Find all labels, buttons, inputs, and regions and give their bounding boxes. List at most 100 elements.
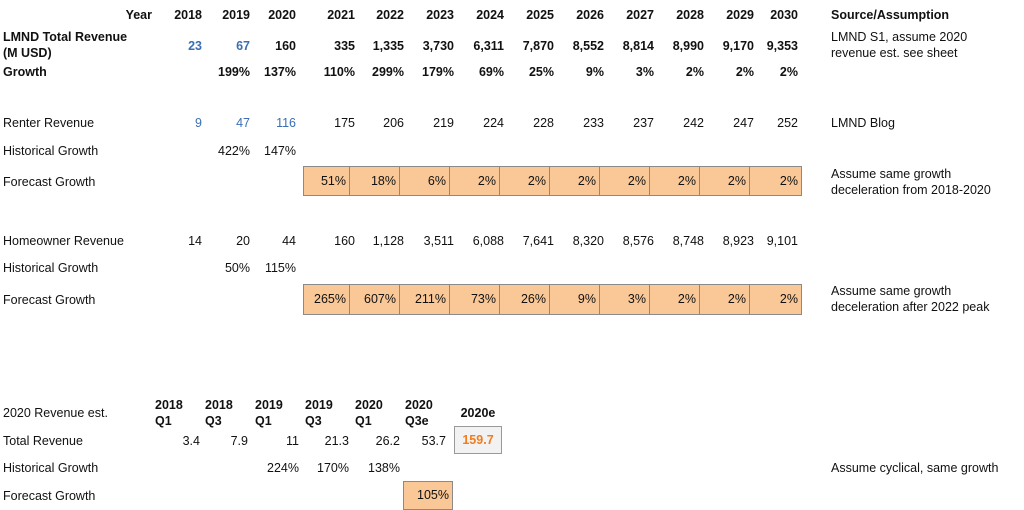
year-header-cell: 2026: [576, 8, 604, 22]
year-header-cell: 2028: [676, 8, 704, 22]
total-growth-cell: 2%: [735, 65, 754, 79]
estimate-historical-growth-label: Historical Growth: [3, 461, 99, 475]
quarter-label: Q1: [255, 414, 272, 428]
homeowner-revenue-cell: 44: [282, 234, 296, 248]
renter-revenue-cell: 219: [433, 116, 454, 130]
year-header-cell: 2024: [476, 8, 504, 22]
renter-forecast-growth-cell: 2%: [500, 166, 550, 196]
homeowner-forecast-growth-cell: 2%: [750, 284, 802, 315]
renter-forecast-growth-label: Forecast Growth: [3, 175, 96, 189]
year-header-label: Year: [125, 8, 152, 22]
renter-source: LMND Blog: [831, 116, 895, 130]
total-revenue-cell: 6,311: [473, 39, 504, 53]
renter-revenue-cell: 9: [195, 116, 202, 130]
homeowner-forecast-growth-cell: 607%: [350, 284, 400, 315]
quarter-year-label: 2020: [355, 398, 383, 412]
estimate-total-label: Total Revenue: [3, 434, 83, 448]
renter-forecast-growth-row: 51% 18% 6% 2% 2% 2% 2% 2% 2% 2%: [303, 166, 802, 196]
total-growth-cell: 69%: [478, 65, 504, 79]
total-revenue-cell: 1,335: [372, 39, 404, 53]
homeowner-forecast-growth-cell: 211%: [400, 284, 450, 315]
homeowner-revenue-cell: 9,101: [766, 234, 798, 248]
total-growth-cell: 9%: [585, 65, 604, 79]
total-revenue-cell: 67: [236, 39, 250, 53]
renter-forecast-growth-cell: 2%: [750, 166, 802, 196]
total-revenue-cell: 3,730: [422, 39, 454, 53]
total-revenue-cell: 8,814: [622, 39, 654, 53]
estimate-historical-growth-cell: 224%: [267, 461, 299, 475]
renter-forecast-growth-cell: 18%: [350, 166, 400, 196]
year-header-cell: 2022: [376, 8, 404, 22]
homeowner-forecast-growth-cell: 2%: [700, 284, 750, 315]
total-source-line2: revenue est. see sheet: [831, 46, 958, 60]
estimate-total-cell: 26.2: [375, 434, 400, 448]
homeowner-revenue-cell: 160: [334, 234, 355, 248]
homeowner-historical-growth-cell: 115%: [264, 261, 296, 275]
homeowner-revenue-cell: 6,088: [472, 234, 504, 248]
homeowner-forecast-growth-cell: 26%: [500, 284, 550, 315]
renter-note-line1: Assume same growth: [831, 167, 952, 181]
year-header-cell: 2030: [770, 8, 798, 22]
source-header-label: Source/Assumption: [831, 8, 950, 22]
total-revenue-cell: 8,990: [672, 39, 704, 53]
year-header-cell: 2023: [426, 8, 454, 22]
renter-revenue-cell: 242: [683, 116, 704, 130]
renter-revenue-cell: 228: [533, 116, 554, 130]
renter-revenue-cell: 224: [483, 116, 504, 130]
total-growth-cell: 179%: [422, 65, 454, 79]
renter-forecast-growth-cell: 2%: [650, 166, 700, 196]
renter-revenue-cell: 237: [633, 116, 654, 130]
homeowner-forecast-growth-cell: 265%: [303, 284, 350, 315]
homeowner-revenue-cell: 3,511: [423, 234, 454, 248]
estimate-year-header: 2020e: [460, 406, 496, 420]
homeowner-revenue-label: Homeowner Revenue: [3, 234, 124, 248]
quarter-year-label: 2019: [255, 398, 283, 412]
year-header-cell: 2027: [626, 8, 654, 22]
quarter-year-label: 2019: [305, 398, 333, 412]
renter-forecast-growth-cell: 6%: [400, 166, 450, 196]
quarter-label: Q1: [355, 414, 372, 428]
homeowner-revenue-cell: 1,128: [372, 234, 404, 248]
homeowner-forecast-growth-cell: 2%: [650, 284, 700, 315]
renter-forecast-growth-cell: 2%: [600, 166, 650, 196]
homeowner-revenue-cell: 8,320: [572, 234, 604, 248]
total-revenue-cell: 7,870: [522, 39, 554, 53]
renter-revenue-label: Renter Revenue: [3, 116, 95, 130]
total-revenue-unit: (M USD): [3, 46, 52, 60]
year-header-cell: 2019: [222, 8, 250, 22]
total-growth-cell: 2%: [685, 65, 704, 79]
homeowner-note-line2: deceleration after 2022 peak: [831, 300, 990, 314]
renter-historical-growth-cell: 422%: [218, 144, 250, 158]
total-growth-cell: 199%: [218, 65, 250, 79]
homeowner-forecast-growth-cell: 3%: [600, 284, 650, 315]
total-source-line1: LMND S1, assume 2020: [831, 30, 968, 44]
total-revenue-label: LMND Total Revenue: [3, 30, 128, 44]
homeowner-forecast-growth-cell: 9%: [550, 284, 600, 315]
total-revenue-cell: 23: [188, 39, 202, 53]
year-header-cell: 2029: [726, 8, 754, 22]
homeowner-revenue-cell: 8,923: [722, 234, 754, 248]
homeowner-historical-growth-label: Historical Growth: [3, 261, 99, 275]
quarter-year-label: 2020: [405, 398, 433, 412]
renter-forecast-growth-cell: 2%: [550, 166, 600, 196]
quarter-label: Q3e: [405, 414, 429, 428]
renter-revenue-cell: 47: [236, 116, 250, 130]
total-revenue-cell: 160: [275, 39, 296, 53]
homeowner-forecast-growth-row: 265% 607% 211% 73% 26% 9% 3% 2% 2% 2%: [303, 284, 802, 315]
total-revenue-cell: 9,170: [722, 39, 754, 53]
homeowner-revenue-cell: 7,641: [522, 234, 554, 248]
renter-revenue-cell: 233: [583, 116, 604, 130]
homeowner-revenue-cell: 20: [236, 234, 250, 248]
total-revenue-cell: 8,552: [572, 39, 604, 53]
estimate-forecast-growth-value: 105%: [403, 481, 453, 510]
year-header-cell: 2018: [174, 8, 202, 22]
total-revenue-cell: 335: [334, 39, 355, 53]
renter-revenue-cell: 252: [777, 116, 798, 130]
estimate-section-label: 2020 Revenue est.: [3, 406, 108, 420]
estimate-total-cell: 3.4: [182, 434, 200, 448]
year-header-cell: 2025: [526, 8, 554, 22]
renter-forecast-growth-cell: 51%: [303, 166, 350, 196]
year-header-cell: 2020: [268, 8, 296, 22]
homeowner-revenue-cell: 8,748: [672, 234, 704, 248]
estimate-total-cell: 53.7: [421, 434, 446, 448]
